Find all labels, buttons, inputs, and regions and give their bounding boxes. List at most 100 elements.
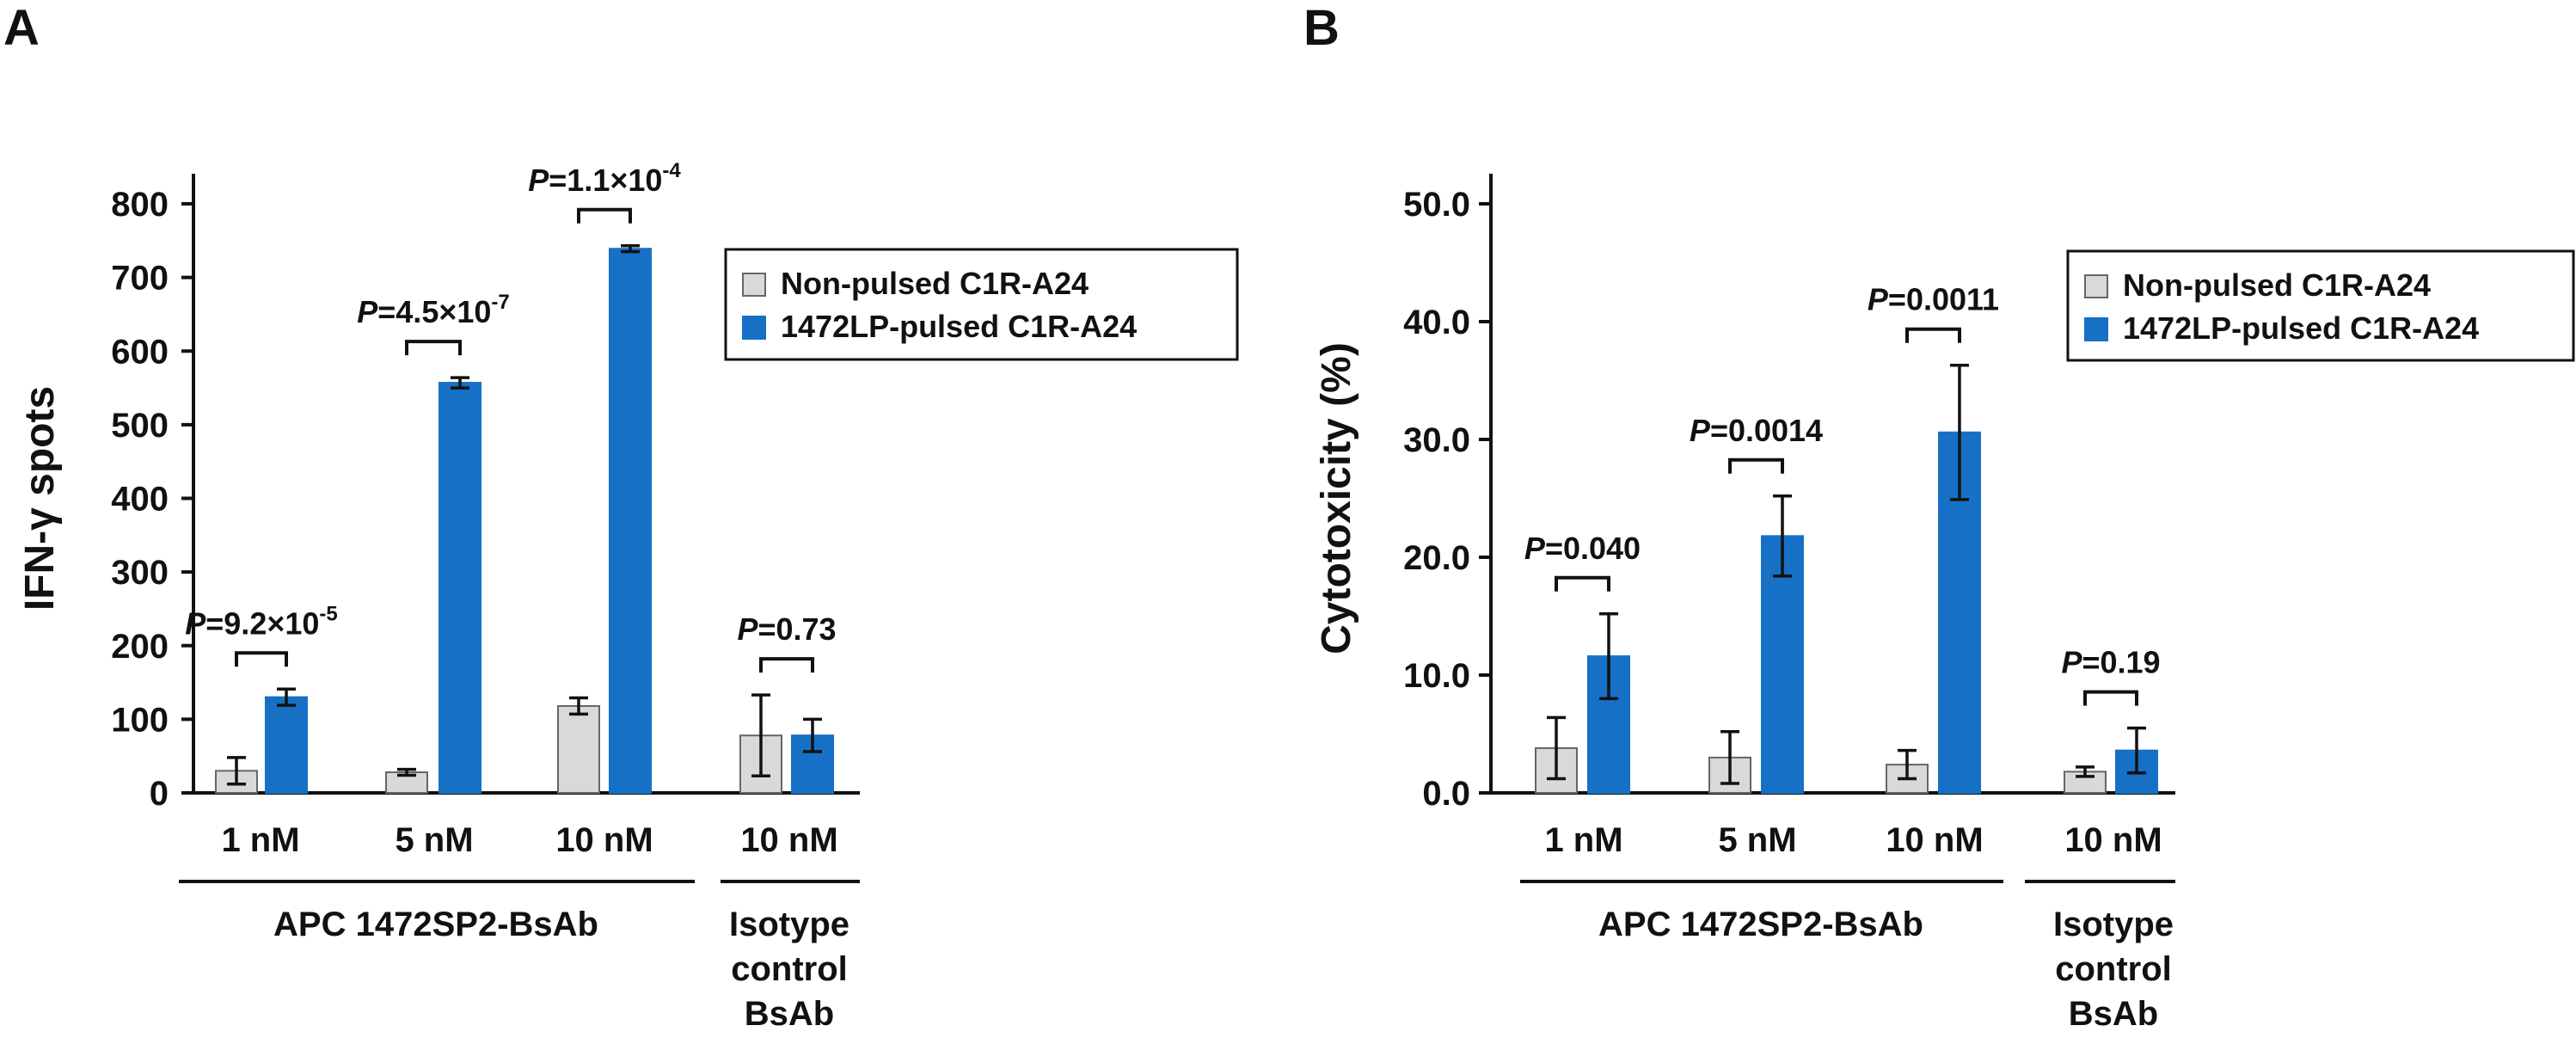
p-value-label: P=4.5×10-7 bbox=[357, 291, 510, 329]
y-tick-label: 50.0 bbox=[1403, 186, 1470, 224]
x-category-label: 10 nM bbox=[1886, 821, 1983, 859]
error-bar bbox=[451, 376, 469, 390]
x-group-label: BsAb bbox=[745, 995, 834, 1033]
p-value-text: =1.1×10 bbox=[549, 163, 662, 198]
x-group-label: APC 1472SP2-BsAb bbox=[273, 906, 598, 943]
significance-bracket: P=0.73 bbox=[737, 611, 837, 673]
p-value-prefix: P bbox=[1690, 413, 1711, 448]
error-bar bbox=[1547, 715, 1566, 781]
chart-panel-b: B 0.0 10.0 20.0 30.0 40.0 50.0 Cytotoxicity (%)… bbox=[1303, 0, 2575, 1033]
y-tick-label: 0 bbox=[150, 775, 169, 813]
p-value-prefix: P bbox=[528, 163, 549, 198]
y-tick-label: 700 bbox=[111, 260, 169, 298]
p-value-exponent: -5 bbox=[319, 602, 337, 625]
p-value-label: P=0.0014 bbox=[1690, 413, 1823, 448]
legend-swatch bbox=[742, 273, 766, 297]
panel-letter: B bbox=[1303, 0, 1340, 56]
p-value-text: =9.2×10 bbox=[205, 605, 319, 641]
x-category-label: 10 nM bbox=[740, 821, 837, 859]
x-group-label: control bbox=[2055, 950, 2172, 988]
bracket-line bbox=[1728, 458, 1784, 474]
error-bar bbox=[569, 696, 588, 716]
p-value-label: P=0.73 bbox=[737, 611, 836, 647]
x-group-label: APC 1472SP2-BsAb bbox=[1598, 906, 1923, 943]
significance-bracket: P=1.1×10-4 bbox=[528, 159, 681, 224]
error-bar bbox=[1773, 494, 1792, 578]
bracket-line bbox=[2083, 690, 2138, 706]
p-value-label: P=1.1×10-4 bbox=[528, 159, 681, 198]
bracket-line bbox=[759, 657, 814, 673]
y-tick-label: 400 bbox=[111, 481, 169, 519]
error-bar bbox=[751, 693, 770, 778]
p-value-label: P=9.2×10-5 bbox=[185, 602, 338, 641]
p-value-exponent: -4 bbox=[662, 159, 681, 182]
p-value-text: =4.5×10 bbox=[377, 294, 491, 329]
p-value-prefix: P bbox=[1524, 531, 1546, 566]
p-value-prefix: P bbox=[185, 605, 206, 641]
error-bar bbox=[2127, 726, 2146, 775]
legend: Non-pulsed C1R-A24 1472LP-pulsed C1R-A24 bbox=[724, 248, 1239, 361]
error-bar bbox=[1599, 612, 1618, 701]
p-value-label: P=0.0011 bbox=[1868, 282, 1999, 317]
significance-bracket: P=0.0014 bbox=[1690, 413, 1823, 474]
bar-pulsed bbox=[439, 382, 481, 794]
bar-pulsed bbox=[265, 696, 308, 794]
error-bar bbox=[2076, 765, 2095, 778]
x-group-label: BsAb bbox=[2069, 995, 2158, 1033]
error-bar bbox=[803, 717, 822, 753]
panel-letter: A bbox=[3, 0, 40, 56]
legend-entry-label: 1472LP-pulsed C1R-A24 bbox=[781, 309, 1137, 344]
y-tick-label: 0.0 bbox=[1422, 775, 1470, 813]
bar-non-pulsed bbox=[2064, 771, 2107, 795]
x-category-label: 5 nM bbox=[395, 821, 473, 859]
y-tick-label: 600 bbox=[111, 333, 169, 371]
bar-non-pulsed bbox=[557, 704, 600, 795]
y-axis-title: Cytotoxicity (%) bbox=[1314, 342, 1359, 654]
error-bar bbox=[1898, 748, 1917, 781]
x-category-label: 10 nM bbox=[555, 821, 653, 859]
y-tick-label: 10.0 bbox=[1403, 657, 1470, 695]
p-value-label: P=0.040 bbox=[1524, 531, 1641, 566]
p-value-prefix: P bbox=[1868, 282, 1889, 317]
legend: Non-pulsed C1R-A24 1472LP-pulsed C1R-A24 bbox=[2066, 249, 2575, 362]
y-tick-label: 100 bbox=[111, 701, 169, 739]
y-tick-label: 40.0 bbox=[1403, 304, 1470, 341]
p-value-text: =0.0011 bbox=[1888, 282, 1999, 317]
error-bar bbox=[1720, 730, 1739, 785]
bracket-line bbox=[577, 207, 632, 224]
error-bar bbox=[1950, 363, 1969, 501]
x-category-label: 10 nM bbox=[2064, 821, 2162, 859]
x-group-label: control bbox=[731, 950, 848, 988]
y-tick-label: 30.0 bbox=[1403, 421, 1470, 459]
error-bar bbox=[277, 687, 296, 707]
y-tick-label: 20.0 bbox=[1403, 539, 1470, 577]
error-bar bbox=[621, 244, 640, 254]
y-tick-label: 800 bbox=[111, 186, 169, 224]
x-group-label: Isotype bbox=[729, 906, 849, 943]
legend-swatch bbox=[2084, 317, 2108, 341]
p-value-prefix: P bbox=[2061, 645, 2082, 680]
bracket-line bbox=[405, 340, 462, 356]
x-category-label: 1 nM bbox=[221, 821, 299, 859]
significance-bracket: P=0.19 bbox=[2061, 645, 2161, 706]
legend-entry-label: Non-pulsed C1R-A24 bbox=[2123, 267, 2431, 303]
significance-bracket: P=0.0011 bbox=[1868, 282, 1999, 343]
p-value-text: =0.040 bbox=[1545, 531, 1641, 566]
bracket-line bbox=[1905, 327, 1961, 343]
significance-bracket: P=4.5×10-7 bbox=[357, 291, 510, 356]
y-axis-title: IFN-γ spots bbox=[17, 386, 63, 611]
significance-bracket: P=9.2×10-5 bbox=[185, 602, 338, 667]
p-value-prefix: P bbox=[357, 294, 378, 329]
bar-pulsed bbox=[609, 248, 652, 794]
legend-swatch bbox=[2084, 274, 2108, 298]
y-tick-label: 500 bbox=[111, 407, 169, 445]
legend-frame bbox=[724, 248, 1239, 361]
significance-bracket: P=0.040 bbox=[1524, 531, 1641, 592]
error-bar bbox=[397, 767, 416, 777]
legend-frame bbox=[2066, 249, 2575, 362]
bracket-line bbox=[235, 651, 288, 667]
y-tick-label: 200 bbox=[111, 628, 169, 666]
p-value-label: P=0.19 bbox=[2061, 645, 2160, 680]
p-value-text: =0.0014 bbox=[1710, 413, 1823, 448]
